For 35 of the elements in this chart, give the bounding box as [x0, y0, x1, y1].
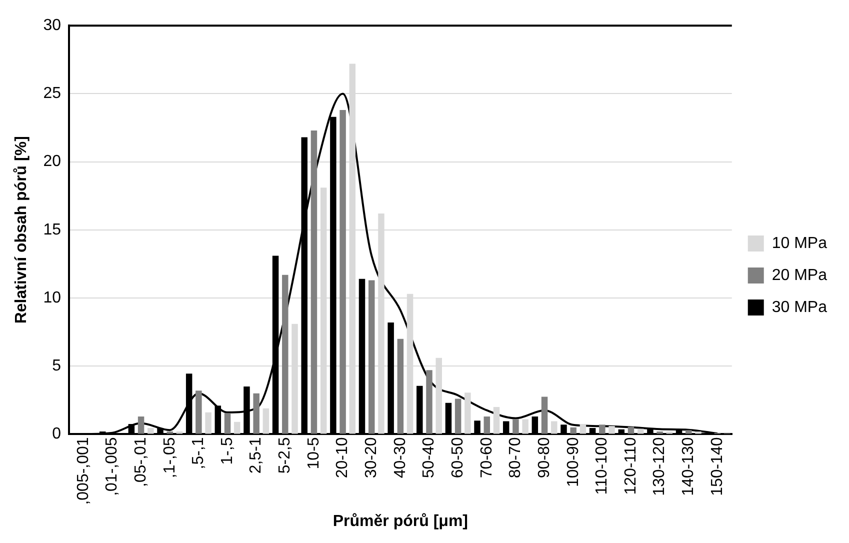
x-tick-label: 150-140	[708, 437, 726, 496]
y-tick-label: 5	[52, 358, 62, 374]
x-tick-label: 1-,5	[218, 437, 236, 465]
x-tick-label: ,01-,005	[104, 437, 121, 496]
x-axis-title: Průměr pórů [μm]	[332, 512, 468, 530]
x-tick-label: 10-5	[305, 437, 322, 470]
x-tick-label: 40-30	[392, 437, 409, 478]
x-tick-label: 140-130	[680, 437, 698, 496]
legend-label: 20 MPa	[772, 266, 828, 284]
y-tick-label: 20	[43, 153, 62, 170]
x-tick-label: 60-50	[449, 437, 466, 478]
x-tick-label: 110-100	[594, 437, 611, 495]
x-tick-label: 2,5-1	[248, 437, 265, 474]
y-axis-title: Relativní obsah pórů [%]	[13, 136, 30, 324]
x-tick-label: 90-80	[536, 437, 553, 478]
x-tick-label: 100-90	[564, 437, 582, 488]
y-tick-label: 30	[43, 17, 62, 34]
x-tick-label: 80-70	[507, 437, 524, 478]
x-tick-label: 70-60	[478, 437, 496, 478]
x-tick-label: 50-40	[420, 437, 438, 478]
x-tick-label: 30-20	[363, 437, 380, 478]
legend-label: 30 MPa	[772, 298, 828, 316]
y-tick-label: 0	[52, 426, 62, 443]
y-tick-label: 15	[43, 221, 62, 238]
x-tick-label: ,1-,05	[161, 437, 178, 478]
x-tick-label: 130-120	[651, 437, 668, 496]
x-tick-label: ,5-,1	[190, 437, 208, 470]
x-tick-label: 5-2,5	[276, 437, 294, 474]
y-tick-label: 10	[43, 289, 62, 306]
x-tick-label: ,05-,01	[132, 437, 150, 488]
y-tick-label: 25	[43, 85, 62, 102]
x-tick-label: ,005-,001	[74, 437, 92, 505]
x-tick-label: 120-110	[622, 437, 640, 495]
legend-label: 10 MPa	[772, 234, 828, 252]
x-tick-label: 20-10	[334, 437, 352, 478]
